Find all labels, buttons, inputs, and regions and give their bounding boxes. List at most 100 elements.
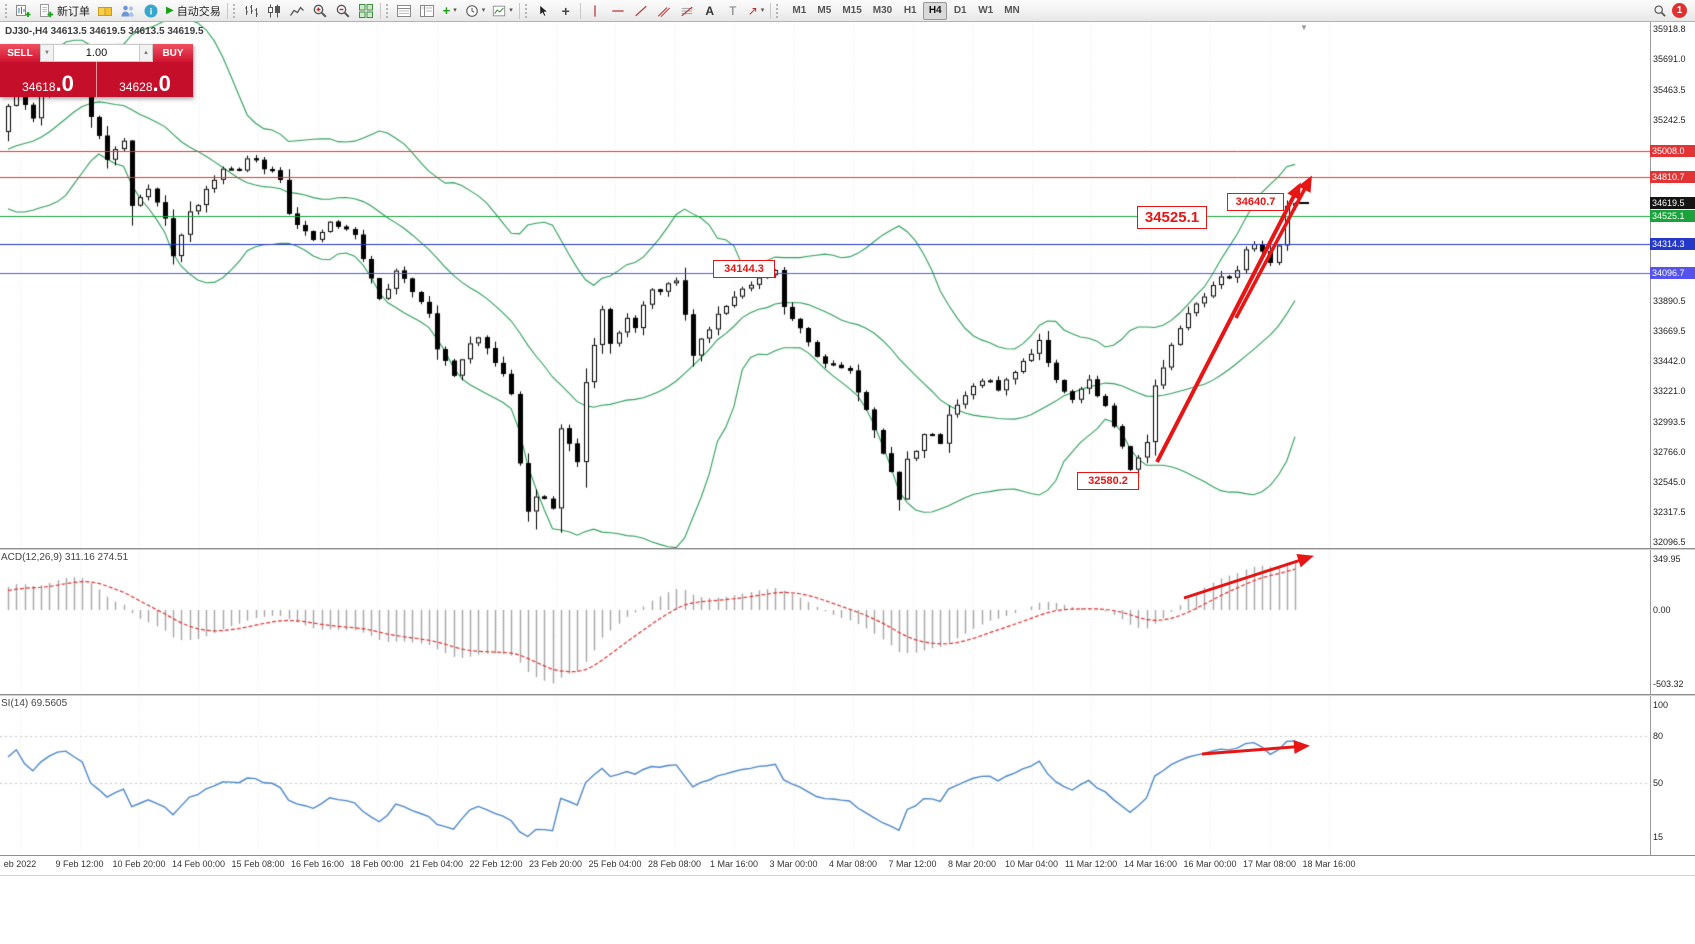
time-axis-label: 11 Mar 12:00	[1064, 859, 1118, 869]
periods-button[interactable]: ▾	[462, 1, 489, 21]
candlestick-chart-button[interactable]	[263, 1, 285, 21]
zoom-in-icon	[313, 4, 327, 18]
price-axis-tick: 35691.0	[1653, 54, 1686, 65]
sell-button[interactable]: SELL	[0, 44, 40, 62]
text-button[interactable]: A	[699, 1, 721, 21]
rsi-axis-tick: 100	[1653, 700, 1669, 710]
price-level-label: 34525.1	[1650, 209, 1695, 222]
notification-badge[interactable]: 1	[1672, 3, 1687, 18]
buy-button[interactable]: BUY	[153, 44, 193, 62]
volume-input[interactable]	[54, 44, 139, 62]
toolbar-grip[interactable]	[524, 3, 529, 18]
horizontal-line-button[interactable]	[607, 1, 629, 21]
time-axis-label: 16 Feb 16:00	[290, 859, 345, 869]
time-axis-label: 21 Feb 04:00	[409, 859, 464, 869]
timeframe-w1[interactable]: W1	[973, 2, 998, 20]
sell-price[interactable]: 34618.0	[0, 62, 97, 97]
volume-decrease-button[interactable]: ▼	[40, 44, 54, 62]
zoom-in-button[interactable]	[309, 1, 331, 21]
time-axis-label: 7 Mar 12:00	[888, 859, 937, 869]
rsi-label: SI(14) 69.5605	[1, 698, 68, 709]
chevron-down-icon: ▾	[509, 7, 513, 14]
price-level-label: 34096.7	[1650, 267, 1695, 280]
auto-trading-button[interactable]: ▶ 自动交易	[163, 1, 224, 21]
indicators-button[interactable]: + ▾	[439, 1, 461, 21]
timeframe-m15[interactable]: M15	[837, 2, 866, 20]
zoom-out-icon	[336, 4, 350, 18]
price-annotation[interactable]: 34144.3	[713, 260, 775, 278]
crosshair-icon: +	[561, 2, 570, 19]
new-order-icon	[40, 3, 53, 17]
one-click-top-row: SELL ▼ ▲ BUY	[0, 44, 193, 62]
price-axis-tick: 32766.0	[1653, 447, 1686, 458]
vertical-line-button[interactable]	[584, 1, 606, 21]
price-axis-column[interactable]	[1650, 22, 1695, 855]
new-chart-button[interactable]	[12, 1, 34, 21]
templates-button[interactable]: ▾	[489, 1, 516, 21]
chart-info-line: DJ30-,H4 34613.5 34619.5 34613.5 34619.5	[5, 26, 204, 37]
fibonacci-button[interactable]	[676, 1, 698, 21]
time-axis-label: 25 Feb 04:00	[588, 859, 642, 869]
cursor-button[interactable]	[532, 1, 554, 21]
panel-separator[interactable]	[0, 694, 1695, 696]
toolbar-separator	[226, 2, 228, 19]
macd-indicator-canvas[interactable]	[0, 550, 1650, 694]
time-axis-label: 10 Feb 20:00	[112, 859, 166, 869]
time-axis-label: 16 Mar 00:00	[1183, 859, 1237, 869]
timeframe-d1[interactable]: D1	[948, 2, 972, 20]
indicators-plus-icon: +	[442, 3, 451, 18]
timeframe-mn[interactable]: MN	[999, 2, 1025, 20]
rsi-indicator-canvas[interactable]	[0, 696, 1650, 855]
bar-chart-button[interactable]	[240, 1, 262, 21]
timeframe-h1[interactable]: H1	[898, 2, 922, 20]
time-axis-label: 18 Mar 16:00	[1302, 859, 1356, 869]
data-window-button[interactable]	[393, 1, 415, 21]
buy-price[interactable]: 34628.0	[97, 62, 193, 97]
price-big-digits: .0	[152, 71, 171, 97]
toolbar-grip[interactable]	[232, 3, 237, 18]
price-annotation[interactable]: 34640.7	[1227, 193, 1284, 211]
chart-shift-marker[interactable]: ▼	[1300, 23, 1308, 32]
help-button[interactable]: i	[140, 1, 162, 21]
toolbar-grip[interactable]	[385, 3, 390, 18]
price-level-label: 34314.3	[1650, 238, 1695, 251]
price-axis-tick: 35242.5	[1653, 114, 1686, 125]
price-axis-tick: 35918.8	[1653, 23, 1686, 34]
profiles-button[interactable]	[117, 1, 139, 21]
chevron-down-icon: ▾	[453, 7, 457, 14]
macd-axis-tick: 0.00	[1653, 605, 1671, 615]
timeframe-h4[interactable]: H4	[923, 1, 948, 20]
trendline-button[interactable]	[630, 1, 652, 21]
zoom-out-button[interactable]	[332, 1, 354, 21]
panel-separator[interactable]	[0, 548, 1695, 550]
time-axis-label: 3 Mar 00:00	[769, 859, 818, 869]
time-axis-label: 18 Feb 00:00	[350, 859, 404, 869]
toolbar-grip[interactable]	[5, 3, 9, 18]
timeframe-m1[interactable]: M1	[787, 2, 811, 20]
market-watch-button[interactable]	[94, 1, 116, 21]
navigator-icon	[419, 4, 434, 17]
price-chart-canvas[interactable]	[0, 22, 1650, 548]
price-annotation[interactable]: 32580.2	[1077, 472, 1139, 490]
horizontal-line-icon	[612, 9, 624, 12]
arrows-tool-button[interactable]: ↗ ▾	[745, 1, 768, 21]
timeframe-m30[interactable]: M30	[868, 2, 897, 20]
volume-increase-button[interactable]: ▲	[139, 44, 153, 62]
channel-button[interactable]	[653, 1, 675, 21]
time-axis-label: 23 Feb 20:00	[528, 859, 583, 869]
toolbar-grip[interactable]	[776, 3, 780, 18]
search-button[interactable]	[1649, 1, 1671, 21]
price-axis-tick: 32317.5	[1653, 507, 1686, 518]
rsi-axis-tick: 15	[1653, 831, 1664, 842]
time-axis-label: 1 Mar 16:00	[709, 859, 759, 869]
price-annotation[interactable]: 34525.1	[1137, 206, 1207, 229]
main-toolbar: 新订单 i ▶ 自动交易	[0, 0, 1695, 22]
tile-windows-button[interactable]	[355, 1, 377, 21]
navigator-button[interactable]	[416, 1, 438, 21]
crosshair-button[interactable]: +	[555, 1, 577, 21]
new-order-button[interactable]: 新订单	[35, 1, 93, 21]
timeframe-m5[interactable]: M5	[812, 2, 836, 20]
line-chart-button[interactable]	[286, 1, 308, 21]
text-label-button[interactable]: T	[722, 1, 744, 21]
